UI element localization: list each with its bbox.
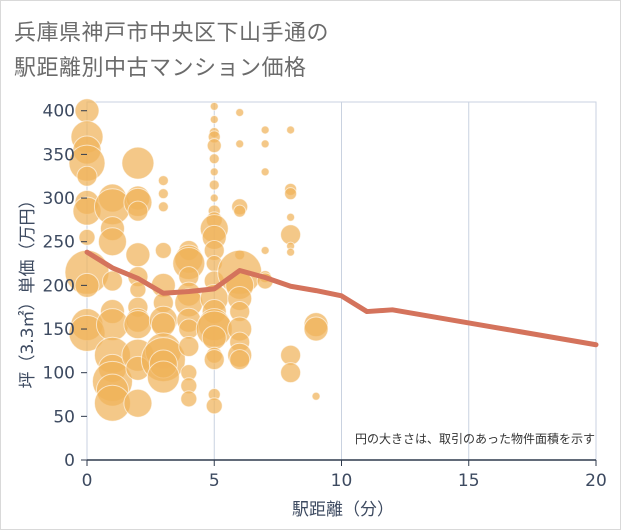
x-tick-label: 20 (585, 471, 607, 491)
bubble-point (203, 349, 225, 371)
y-tick-label: 200 (43, 276, 75, 296)
bubble-point (311, 391, 321, 401)
bubble-point (146, 360, 180, 394)
bubble-point (209, 101, 219, 111)
y-tick-label: 300 (43, 189, 75, 209)
bubble-point (284, 187, 298, 201)
bubble-point (123, 388, 153, 418)
bubble-point (260, 125, 270, 135)
x-tick-label: 10 (331, 471, 353, 491)
bubble-point (157, 188, 169, 200)
y-tick-label: 50 (53, 407, 75, 427)
bubble-point (280, 362, 302, 384)
bubble-point (260, 139, 270, 149)
bubble-point (260, 245, 270, 255)
y-tick-label: 100 (43, 364, 75, 384)
y-axis-label: 坪（3.3㎡）単価（万円） (18, 191, 38, 388)
y-tick-label: 150 (43, 320, 75, 340)
x-tick-label: 15 (458, 471, 480, 491)
bubble-point (235, 107, 245, 117)
bubble-point (209, 193, 219, 203)
x-tick-label: 5 (209, 471, 220, 491)
bubble-point (209, 167, 219, 177)
y-tick-label: 400 (43, 102, 75, 122)
bubble-point (157, 201, 169, 213)
bubble-point (201, 325, 227, 351)
bubble-point (205, 397, 223, 415)
bubble-point (208, 179, 220, 191)
y-tick-label: 350 (43, 145, 75, 165)
x-axis-label: 駅距離（分） (292, 500, 394, 520)
bubble-point (209, 114, 219, 124)
bubble-point (235, 139, 245, 149)
bubble-point (178, 335, 200, 357)
bubble-point (229, 349, 251, 371)
y-tick-label: 250 (43, 233, 75, 253)
bubble-point (208, 153, 220, 165)
trend-layer (84, 249, 599, 348)
bubble-point (121, 146, 155, 180)
bubble-point (233, 204, 247, 218)
bubble-point (206, 138, 222, 154)
bubble-point (157, 175, 169, 187)
bubble-point (125, 242, 151, 268)
bubble-point (76, 165, 98, 187)
bubble-point (97, 227, 127, 257)
title-line-2: 駅距離別中古マンション価格 (14, 56, 307, 81)
title-line-1: 兵庫県神戸市中央区下山手通の (14, 21, 330, 46)
chart-title: 兵庫県神戸市中央区下山手通の 駅距離別中古マンション価格 (14, 16, 329, 86)
bubble-point (286, 247, 296, 257)
bubble-point (154, 241, 172, 259)
bubble-point (101, 270, 123, 292)
bubble-point (286, 212, 296, 222)
bubble-point (180, 390, 198, 408)
bubble-point (260, 167, 270, 177)
trend-line (84, 249, 599, 348)
bubble-layer (64, 98, 329, 422)
bubble-point (286, 125, 296, 135)
x-tick-label: 0 (82, 471, 93, 491)
bubble-point (303, 316, 329, 342)
bubble-point (123, 310, 153, 340)
y-tick-label: 0 (64, 451, 75, 471)
bubble-point (127, 200, 149, 222)
bubble-point (78, 228, 96, 246)
size-note: 円の大きさは、取引のあった物件面積を示す (355, 431, 595, 446)
